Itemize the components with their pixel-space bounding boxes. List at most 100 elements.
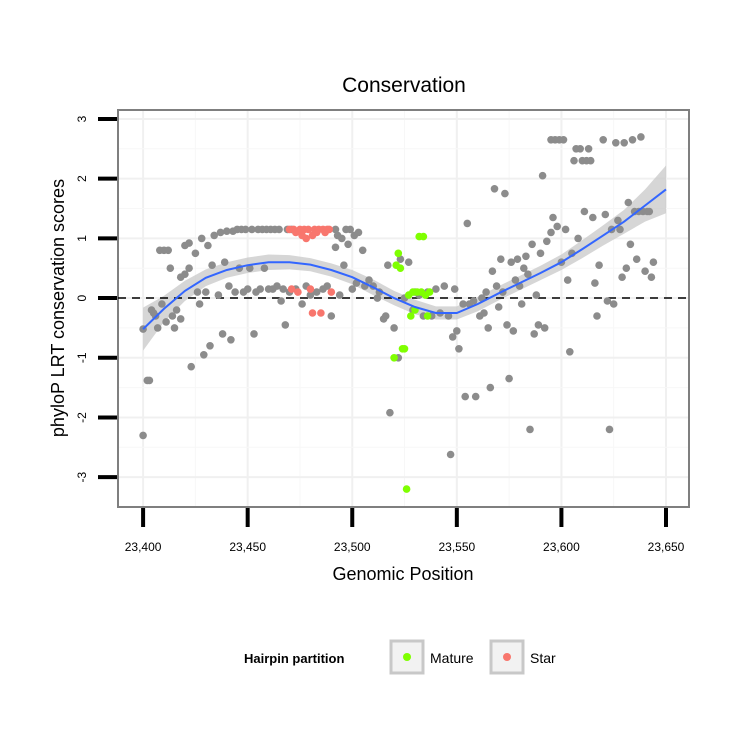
point-other bbox=[220, 258, 229, 267]
point-mature bbox=[407, 312, 415, 320]
point-other bbox=[586, 156, 595, 165]
point-other bbox=[231, 288, 239, 296]
point-other bbox=[641, 267, 649, 276]
point-other bbox=[214, 291, 223, 299]
point-other bbox=[195, 300, 204, 308]
point-other bbox=[580, 207, 589, 216]
point-other bbox=[547, 228, 555, 237]
legend-dot-star bbox=[503, 653, 511, 661]
data-points bbox=[139, 133, 658, 493]
point-other bbox=[591, 279, 599, 287]
point-other bbox=[497, 255, 505, 263]
point-other bbox=[459, 300, 467, 308]
legend-title: Hairpin partition bbox=[244, 651, 344, 666]
x-tick-label: 23,400 bbox=[125, 540, 162, 554]
point-mature bbox=[390, 354, 398, 362]
point-other bbox=[197, 234, 206, 243]
smooth-line bbox=[142, 188, 667, 330]
point-other bbox=[599, 136, 607, 144]
point-other bbox=[480, 309, 488, 317]
point-other bbox=[486, 383, 495, 392]
point-other bbox=[561, 225, 570, 234]
point-other bbox=[501, 189, 509, 198]
point-other bbox=[566, 348, 574, 356]
point-other bbox=[593, 312, 601, 320]
point-other bbox=[354, 228, 363, 237]
point-other bbox=[620, 139, 628, 147]
point-star bbox=[325, 225, 334, 234]
point-other bbox=[492, 282, 501, 290]
legend-label-mature: Mature bbox=[430, 650, 474, 666]
y-axis-title: phyloP LRT conservation scores bbox=[48, 179, 68, 437]
point-other bbox=[204, 241, 212, 250]
point-mature bbox=[425, 288, 434, 296]
point-other bbox=[331, 243, 340, 252]
point-other bbox=[609, 300, 618, 308]
point-other bbox=[365, 276, 373, 284]
point-other bbox=[628, 136, 637, 144]
point-other bbox=[524, 270, 532, 279]
point-other bbox=[187, 362, 195, 371]
point-other bbox=[503, 321, 511, 329]
point-other bbox=[444, 312, 453, 320]
point-other bbox=[168, 312, 177, 320]
point-other bbox=[225, 282, 233, 290]
point-other bbox=[346, 225, 355, 234]
point-other bbox=[153, 324, 162, 332]
point-other bbox=[647, 273, 656, 282]
legend: Hairpin partition Mature Star bbox=[244, 639, 556, 675]
point-other bbox=[172, 306, 181, 314]
point-other bbox=[185, 239, 193, 247]
plot-border bbox=[117, 109, 690, 508]
smooth-curve bbox=[142, 188, 667, 330]
point-other bbox=[306, 291, 315, 299]
point-mature bbox=[419, 232, 428, 241]
point-other bbox=[576, 145, 584, 153]
point-mature bbox=[400, 345, 409, 353]
point-other bbox=[298, 300, 306, 308]
point-other bbox=[450, 285, 459, 293]
point-other bbox=[526, 425, 534, 434]
point-other bbox=[549, 213, 557, 222]
point-other bbox=[494, 303, 503, 311]
point-other bbox=[170, 324, 179, 332]
point-other bbox=[614, 216, 622, 225]
point-other bbox=[612, 139, 620, 147]
point-other bbox=[396, 255, 405, 263]
point-other bbox=[279, 285, 288, 293]
point-other bbox=[490, 185, 499, 193]
y-tick-label: -3 bbox=[75, 472, 89, 483]
point-other bbox=[618, 273, 626, 282]
point-mature bbox=[402, 485, 411, 493]
x-tick-label: 23,500 bbox=[334, 540, 371, 554]
point-other bbox=[335, 291, 344, 299]
point-other bbox=[522, 252, 530, 261]
point-other bbox=[246, 264, 254, 273]
point-other bbox=[574, 234, 582, 243]
point-star bbox=[287, 285, 296, 293]
point-other bbox=[509, 327, 518, 335]
point-mature bbox=[394, 249, 403, 258]
point-other bbox=[181, 270, 189, 279]
point-other bbox=[469, 297, 478, 305]
point-other bbox=[511, 276, 520, 284]
point-other bbox=[200, 351, 208, 359]
point-other bbox=[256, 285, 265, 293]
point-other bbox=[404, 258, 413, 267]
point-other bbox=[601, 210, 610, 219]
y-tick-label: 3 bbox=[75, 115, 89, 122]
point-other bbox=[543, 237, 551, 246]
point-mature bbox=[423, 312, 432, 320]
point-other bbox=[637, 133, 645, 141]
point-other bbox=[164, 246, 172, 255]
point-other bbox=[260, 264, 269, 273]
point-other bbox=[595, 261, 603, 270]
legend-key-star bbox=[489, 639, 525, 675]
point-other bbox=[603, 297, 612, 305]
axes: 23,400 23,450 23,500 23,550 23,600 23,650 -3 -2… bbox=[75, 115, 685, 554]
point-other bbox=[440, 282, 449, 290]
point-other bbox=[281, 321, 290, 329]
point-other bbox=[241, 225, 250, 234]
x-tick-label: 23,450 bbox=[229, 540, 266, 554]
legend-dot-mature bbox=[403, 653, 411, 661]
